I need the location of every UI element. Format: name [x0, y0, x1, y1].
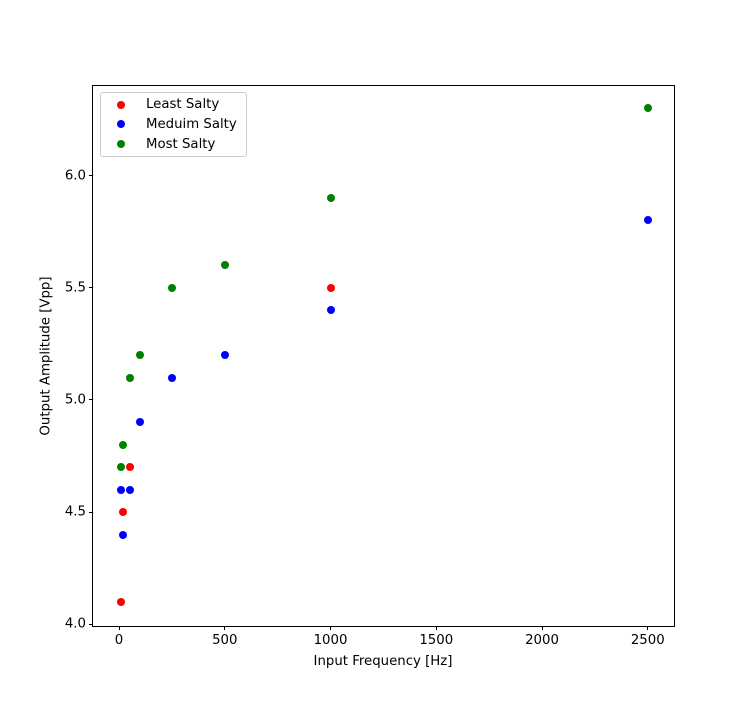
data-point-most-salty [326, 193, 335, 202]
x-tick-label: 1500 [419, 633, 454, 648]
y-tick-mark [89, 287, 93, 289]
x-tick-label: 2000 [525, 633, 559, 648]
x-tick-mark [224, 626, 226, 630]
data-point-meduim-salty [119, 530, 128, 539]
plot-area [92, 85, 675, 627]
data-point-most-salty [117, 463, 126, 472]
legend-item-most-salty: Most Salty [101, 135, 246, 154]
x-tick-mark [330, 626, 332, 630]
x-tick-label: 2500 [630, 633, 665, 648]
data-point-least-salty [119, 508, 128, 517]
legend-label: Meduim Salty [146, 116, 237, 132]
data-point-meduim-salty [220, 351, 229, 360]
legend-label: Least Salty [146, 97, 220, 113]
y-axis-label: Output Amplitude [Vpp] [38, 276, 54, 436]
data-point-most-salty [136, 351, 145, 360]
legend-item-meduim-salty: Meduim Salty [101, 115, 246, 134]
data-point-least-salty [125, 463, 134, 472]
legend-marker-icon [117, 120, 125, 129]
data-point-most-salty [643, 104, 652, 113]
legend: Least Salty Meduim Salty Most Salty [100, 92, 247, 157]
y-tick-mark [89, 511, 93, 513]
x-tick-mark [435, 626, 437, 630]
y-tick-mark [89, 399, 93, 401]
legend-marker-icon [117, 140, 125, 149]
data-point-meduim-salty [117, 485, 126, 494]
x-tick-mark [118, 626, 120, 630]
y-tick-label: 4.5 [64, 504, 86, 520]
data-point-most-salty [167, 283, 176, 292]
x-axis-label: Input Frequency [Hz] [313, 654, 453, 669]
data-point-most-salty [119, 440, 128, 449]
y-tick-mark [89, 623, 93, 625]
data-point-most-salty [220, 261, 229, 270]
x-tick-mark [647, 626, 649, 630]
data-point-least-salty [117, 597, 126, 606]
data-point-most-salty [125, 373, 134, 382]
x-tick-label: 500 [212, 633, 238, 648]
y-tick-mark [89, 175, 93, 177]
legend-label: Most Salty [146, 136, 216, 152]
data-point-least-salty [326, 283, 335, 292]
legend-marker-icon [117, 100, 125, 109]
data-point-meduim-salty [326, 306, 335, 315]
data-point-meduim-salty [167, 373, 176, 382]
data-point-meduim-salty [643, 216, 652, 225]
y-tick-label: 5.5 [64, 280, 86, 296]
data-point-meduim-salty [125, 485, 134, 494]
legend-item-least-salty: Least Salty [101, 95, 246, 114]
y-tick-label: 6.0 [64, 168, 86, 184]
data-point-meduim-salty [136, 418, 145, 427]
y-tick-label: 4.0 [64, 616, 86, 632]
x-tick-mark [541, 626, 543, 630]
x-tick-label: 1000 [313, 633, 348, 648]
y-tick-label: 5.0 [64, 392, 86, 408]
x-tick-label: 0 [114, 633, 124, 648]
